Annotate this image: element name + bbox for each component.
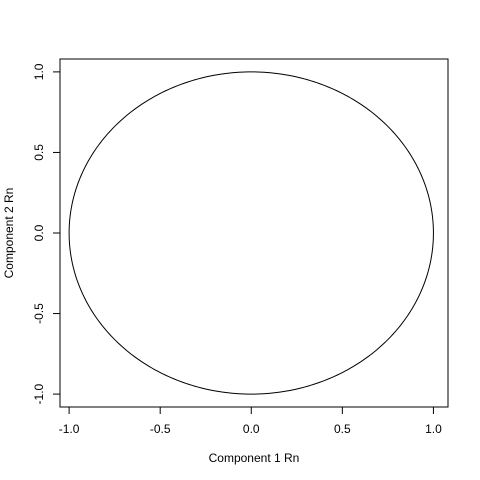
y-tick-label: -0.5 <box>32 303 46 324</box>
x-tick-label: 0.5 <box>334 422 351 436</box>
x-tick-label: -0.5 <box>150 422 171 436</box>
x-tick-label: 0.0 <box>243 422 260 436</box>
x-tick-label: 1.0 <box>425 422 442 436</box>
y-tick-label: 0.5 <box>32 144 46 161</box>
x-axis: -1.0 -0.5 0.0 0.5 1.0 <box>59 406 442 436</box>
y-axis: -1.0 -0.5 0.0 0.5 1.0 <box>32 63 61 404</box>
y-axis-title: Component 2 Rn <box>2 188 16 279</box>
x-tick-label: -1.0 <box>59 422 80 436</box>
plot-frame <box>59 58 449 408</box>
y-tick-label: 1.0 <box>32 63 46 80</box>
y-tick-label: -1.0 <box>32 383 46 404</box>
plot-area <box>68 71 434 395</box>
x-axis-title: Component 1 Rn <box>209 451 300 465</box>
y-tick-label: 0.0 <box>32 224 46 241</box>
unit-circle-line <box>68 71 434 395</box>
